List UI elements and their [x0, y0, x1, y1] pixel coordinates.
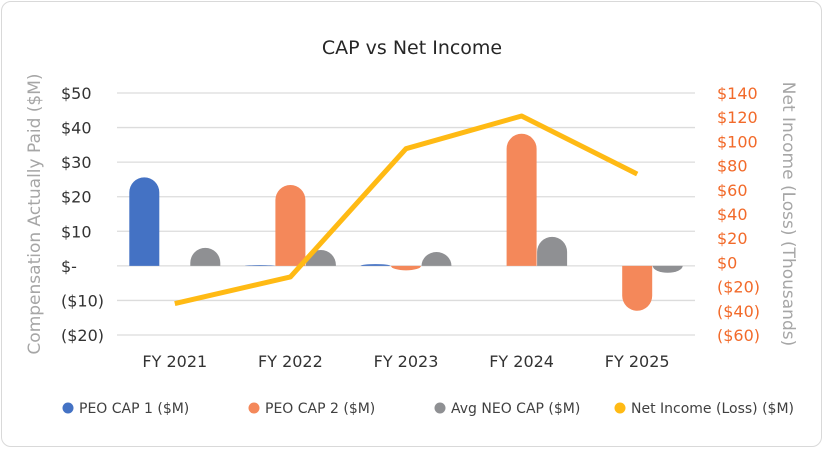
- y-tick-label-right: $0: [717, 253, 737, 272]
- chart-title: CAP vs Net Income: [322, 37, 502, 59]
- y-tick-label-left: $30: [61, 153, 92, 172]
- bar-peo-cap-2-m: [622, 265, 653, 311]
- y-tick-label-right: $20: [717, 229, 748, 248]
- legend-label: PEO CAP 2 ($M): [265, 401, 375, 417]
- y-tick-label-left: $20: [61, 188, 92, 207]
- x-tick-label: FY 2023: [374, 352, 439, 371]
- x-axis-ticks: FY 2021 FY 2022 FY 2023 FY 2024 FY 2025: [142, 352, 669, 371]
- y-axis-title-right: Net Income (Loss) (Thousands): [778, 82, 798, 346]
- y-tick-label-right: ($40): [717, 302, 760, 321]
- legend-item[interactable]: PEO CAP 1 ($M): [62, 401, 190, 417]
- x-tick-label: FY 2025: [605, 352, 670, 371]
- bar-avg-neo-cap-m: [537, 236, 568, 266]
- x-tick-label: FY 2024: [489, 352, 554, 371]
- y-axis-left-ticks: $50 $40 $30 $20 $10 $- ($10) ($20): [61, 84, 104, 345]
- y-tick-label-left: ($10): [61, 291, 104, 310]
- bar-avg-neo-cap-m: [421, 252, 452, 266]
- y-tick-label-left: $40: [61, 119, 92, 138]
- bar-peo-cap-1-m: [129, 177, 160, 266]
- legend-label: PEO CAP 1 ($M): [79, 401, 189, 417]
- y-tick-label-right: $60: [717, 181, 748, 200]
- y-tick-label-right: $80: [717, 157, 748, 176]
- y-axis-title-left: Compensation Actually Paid ($M): [25, 73, 45, 354]
- bar-peo-cap-1-m: [360, 264, 391, 266]
- x-tick-label: FY 2022: [258, 352, 323, 371]
- net-income-line: [174, 113, 639, 306]
- net-income-line-group: [174, 113, 639, 306]
- bar-peo-cap-1-m: [244, 265, 275, 266]
- y-tick-label-right: ($20): [717, 278, 760, 297]
- x-tick-label: FY 2021: [142, 352, 207, 371]
- bars: [129, 133, 683, 311]
- y-tick-label-right: $100: [717, 132, 758, 151]
- bar-avg-neo-cap-m: [652, 265, 683, 273]
- legend-label: Avg NEO CAP ($M): [451, 401, 580, 417]
- bar-peo-cap-2-m: [506, 133, 537, 266]
- legend-item[interactable]: Avg NEO CAP ($M): [434, 401, 581, 417]
- y-tick-label-right: $40: [717, 205, 748, 224]
- legend-marker: [434, 402, 446, 414]
- y-tick-label-right: $120: [717, 108, 758, 127]
- y-tick-label-left: $50: [61, 84, 92, 103]
- legend-label: Net Income (Loss) ($M): [631, 401, 794, 417]
- y-tick-label-left: $-: [61, 257, 77, 276]
- y-tick-label-right: ($60): [717, 326, 760, 345]
- y-tick-label-left: ($20): [61, 326, 104, 345]
- bar-avg-neo-cap-m: [190, 247, 221, 266]
- legend-marker: [248, 402, 260, 414]
- y-tick-label-left: $10: [61, 222, 92, 241]
- legend-item[interactable]: Net Income (Loss) ($M): [614, 401, 794, 417]
- bar-peo-cap-2-m: [275, 184, 306, 266]
- legend-marker: [62, 402, 74, 414]
- legend-item[interactable]: PEO CAP 2 ($M): [248, 401, 376, 417]
- y-axis-right-ticks: $140 $120 $100 $80 $60 $40 $20 $0 ($20) ($40) ($60…: [717, 84, 760, 345]
- legend: PEO CAP 1 ($M) PEO CAP 2 ($M) Avg NEO CAP …: [62, 401, 794, 417]
- y-tick-label-right: $140: [717, 84, 758, 103]
- bar-peo-cap-2-m: [391, 265, 421, 271]
- legend-marker: [614, 402, 626, 414]
